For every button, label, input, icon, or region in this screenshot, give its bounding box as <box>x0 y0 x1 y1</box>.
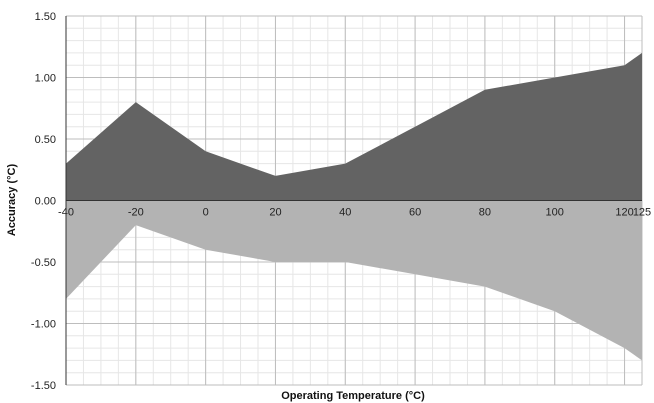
lower-accuracy-area <box>66 200 642 361</box>
y-axis-title: Accuracy (°C) <box>6 164 18 237</box>
x-tick-label: -40 <box>58 207 74 219</box>
series-areas <box>66 52 642 361</box>
y-tick-label: -1.00 <box>31 319 56 331</box>
y-tick-label: -0.50 <box>31 257 56 269</box>
upper-accuracy-area <box>66 52 642 201</box>
y-tick-label: 1.50 <box>35 11 56 23</box>
x-tick-label: 0 <box>203 207 209 219</box>
x-tick-label: 80 <box>479 207 491 219</box>
x-axis-title: Operating Temperature (°C) <box>281 390 425 402</box>
y-tick-label: 0.50 <box>35 134 56 146</box>
x-tick-label: 40 <box>339 207 351 219</box>
x-tick-label: -20 <box>128 207 144 219</box>
y-tick-label: -1.50 <box>31 380 56 392</box>
x-tick-labels: -40 -20 0 20 40 60 80 100 120 125 <box>58 207 651 219</box>
x-tick-label: 100 <box>546 207 564 219</box>
x-tick-label: 20 <box>269 207 281 219</box>
x-tick-label: 60 <box>409 207 421 219</box>
x-tick-label: 120 <box>615 207 633 219</box>
x-tick-label: 125 <box>633 207 651 219</box>
y-tick-label: 1.00 <box>35 73 56 85</box>
y-tick-label: 0.00 <box>35 196 56 208</box>
y-tick-labels: 1.50 1.00 0.50 0.00 -0.50 -1.00 -1.50 <box>31 11 56 392</box>
